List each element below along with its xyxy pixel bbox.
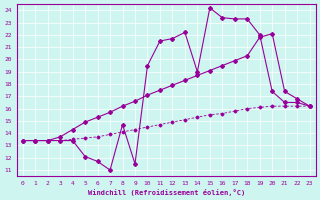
X-axis label: Windchill (Refroidissement éolien,°C): Windchill (Refroidissement éolien,°C) (88, 189, 245, 196)
